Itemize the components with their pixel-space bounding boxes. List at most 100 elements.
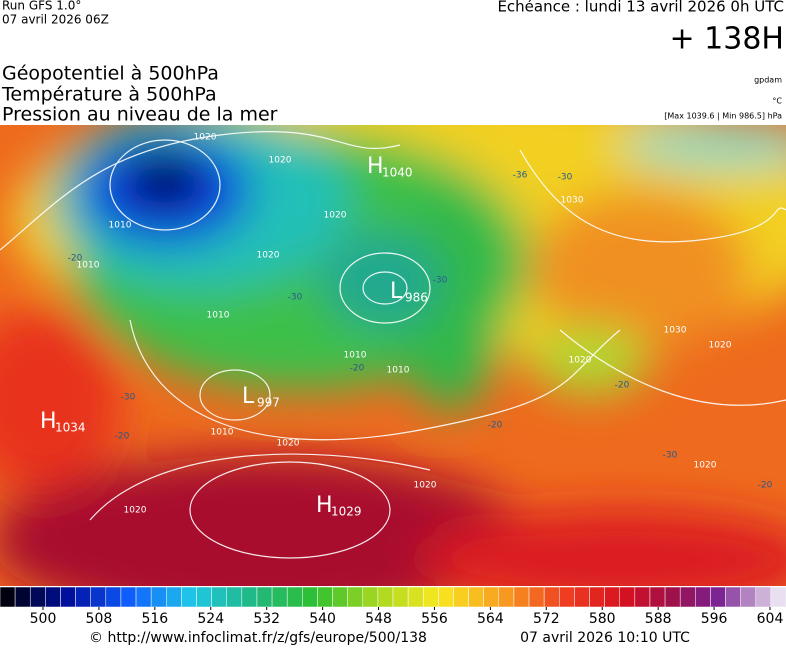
colorbar-swatch [619, 586, 636, 608]
isobar-label: 1020 [257, 251, 280, 261]
colorbar-tick-label: 524 [197, 611, 224, 627]
colorbar-tick-label: 532 [253, 611, 280, 627]
colorbar-swatch [317, 586, 333, 608]
isobar-label: 1020 [694, 461, 717, 471]
colorbar-tick-label: 596 [701, 611, 728, 627]
colorbar-swatch [604, 586, 620, 608]
temperature-label: -30 [433, 276, 448, 286]
layer-title: Température à 500hPa [1, 84, 217, 106]
colorbar-swatch [634, 586, 651, 608]
unit-label: °C [772, 97, 782, 106]
colorbar-swatch [559, 586, 575, 608]
colorbar-swatch [14, 586, 31, 608]
colorbar-swatch [574, 586, 590, 608]
colorbar-swatch [332, 586, 348, 608]
pressure-center-letter: H [316, 493, 333, 518]
unit-label: gpdam [754, 76, 782, 85]
colorbar-swatch [498, 586, 515, 608]
colorbar-swatch [710, 586, 726, 608]
isobar-label: 1010 [387, 366, 410, 376]
temperature-label: -30 [288, 293, 303, 303]
run-date: 07 avril 2026 06Z [2, 13, 109, 27]
colorbar-tick-label: 572 [533, 611, 560, 627]
colorbar-swatch [422, 586, 439, 608]
isobar-label: 1020 [194, 133, 217, 143]
colorbar-swatch [120, 586, 137, 608]
pressure-center-letter: L [390, 279, 403, 304]
colorbar-swatch [664, 586, 681, 608]
colorbar-tick-label: 588 [645, 611, 672, 627]
colorbar-swatch [105, 586, 122, 608]
colorbar-swatch [407, 586, 424, 608]
isobar-label: 1020 [124, 506, 147, 516]
colorbar-swatch [392, 586, 409, 608]
pressure-center-value: 986 [405, 291, 428, 305]
pressure-center-letter: L [242, 384, 255, 409]
colorbar-swatch [256, 586, 273, 608]
temperature-label: -30 [558, 173, 573, 183]
colorbar-swatch [438, 586, 454, 608]
isobar-label: 1020 [269, 156, 292, 166]
colorbar-swatch [211, 586, 227, 608]
isobar-label: 1020 [709, 341, 732, 351]
isobar-label: 1020 [277, 439, 300, 449]
temperature-label: -30 [121, 393, 136, 403]
colorbar-swatch [347, 586, 364, 608]
isobar-label: 1010 [344, 351, 367, 361]
colorbar-tick-label: 540 [309, 611, 336, 627]
colorbar-swatch [725, 586, 741, 608]
isobar-label: 1020 [324, 211, 347, 221]
pressure-center-letter: H [367, 154, 384, 179]
isobar-label: 1010 [77, 261, 100, 271]
colorbar-swatch [286, 586, 303, 608]
colorbar-swatch [90, 586, 107, 608]
colorbar-swatch [679, 586, 696, 608]
temperature-label: -20 [68, 254, 83, 264]
source-url[interactable]: © http://www.infoclimat.fr/z/gfs/europe/… [89, 630, 427, 646]
colorbar-swatch [377, 586, 394, 608]
colorbar-swatch [362, 586, 379, 608]
temperature-label: -20 [758, 481, 773, 491]
layer-title: Géopotentiel à 500hPa [2, 63, 219, 85]
colorbar-swatch [770, 586, 786, 608]
temperature-label: -20 [115, 432, 130, 442]
colorbar-swatch [60, 586, 76, 608]
colorbar-swatch [589, 586, 605, 608]
colorbar-swatch [302, 586, 318, 608]
colorbar-tick-label: 516 [141, 611, 168, 627]
colorbar-swatch [649, 586, 666, 608]
colorbar-tick-label: 580 [589, 611, 616, 627]
generated-time: 07 avril 2026 10:10 UTC [520, 630, 690, 646]
colorbar-swatch [181, 586, 197, 608]
colorbar-swatch [226, 586, 243, 608]
isobar-label: 1010 [211, 428, 234, 438]
colorbar-tick-label: 500 [30, 611, 57, 627]
colorbar-swatch [75, 586, 91, 608]
colorbar-swatch [135, 586, 152, 608]
colorbar-swatch [196, 586, 212, 608]
temperature-label: -30 [663, 451, 678, 461]
isobar-label: 1010 [109, 221, 132, 231]
colorbar-swatch [150, 586, 167, 608]
layer-title: Pression au niveau de la mer [2, 104, 278, 126]
colorbar-swatch [241, 586, 258, 608]
temperature-label: -36 [513, 171, 528, 181]
colorbar-tick-label: 556 [421, 611, 448, 627]
colorbar-tick-label: 564 [477, 611, 504, 627]
pressure-center-letter: H [40, 409, 57, 434]
pressure-center-value: 1034 [55, 421, 86, 435]
colorbar-swatch [755, 586, 772, 608]
isobar-label: 1010 [207, 311, 230, 321]
colorbar-swatch [528, 586, 545, 608]
map-field [0, 125, 786, 586]
isobar-label: 1030 [561, 196, 584, 206]
isobar-label: 1020 [414, 481, 437, 491]
colorbar-tick-label: 548 [365, 611, 392, 627]
valid-time: Echéance : lundi 13 avril 2026 0h UTC [497, 0, 784, 16]
colorbar-swatch [695, 586, 711, 608]
pressure-center-value: 1040 [382, 166, 413, 180]
colorbar: 500 508 516 524 532 540 548 556 564 572 580 588 596 6… [0, 586, 786, 627]
